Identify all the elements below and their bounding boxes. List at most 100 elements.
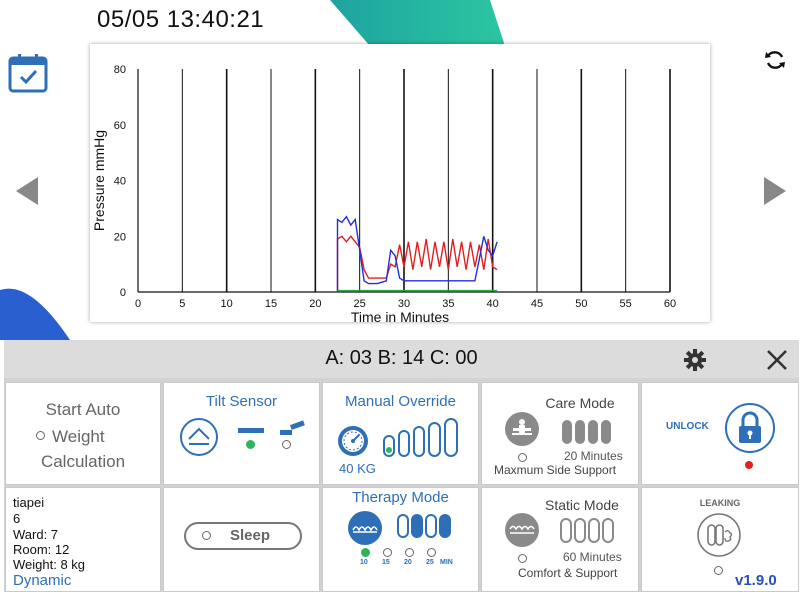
unlock-panel[interactable]: UNLOCK [641, 382, 799, 485]
therapy-20-radio[interactable] [405, 548, 414, 557]
static-mode-title: Static Mode [545, 497, 619, 513]
refresh-icon[interactable] [763, 48, 787, 72]
x-tick-label: 40 [487, 298, 499, 310]
patient-info-panel: tiapei 6 Ward: 7 Room: 12 Weight: 8 kg D… [5, 487, 161, 592]
tilt-angle-radio[interactable] [282, 440, 291, 449]
lock-status-indicator [745, 461, 753, 469]
static-cell [588, 518, 600, 543]
care-person-icon [505, 412, 539, 446]
therapy-option-20: 20 [404, 559, 412, 566]
therapy-cell-3 [425, 514, 437, 538]
static-duration: 60 Minutes [563, 550, 622, 564]
x-tick-label: 0 [135, 298, 141, 310]
static-cell [574, 518, 586, 543]
weight-calc-radio[interactable] [36, 431, 45, 440]
x-tick-label: 25 [354, 298, 366, 310]
pressure-level-1[interactable] [383, 435, 395, 457]
static-mattress-icon [505, 513, 539, 547]
care-cell [588, 420, 598, 444]
pressure-level-5[interactable] [444, 418, 458, 457]
therapy-option-25: 25 [426, 559, 434, 566]
therapy-option-15: 15 [382, 559, 390, 566]
lock-icon[interactable] [724, 402, 776, 454]
care-mode-panel[interactable]: Care Mode 20 Minutes Maxmum Side Support [481, 382, 639, 485]
unlock-label: UNLOCK [666, 421, 709, 432]
y-tick-label: 80 [114, 64, 126, 76]
therapy-mode-title: Therapy Mode [352, 489, 449, 506]
static-cell [560, 518, 572, 543]
abc-counts: A: 03 B: 14 C: 00 [325, 347, 478, 369]
y-tick-label: 40 [114, 176, 126, 188]
gear-icon[interactable] [683, 348, 707, 372]
leaking-panel[interactable]: LEAKING v1.9.0 [641, 487, 799, 592]
care-mode-radio[interactable] [518, 453, 527, 462]
manual-override-title: Manual Override [345, 393, 456, 410]
therapy-option-10: 10 [360, 559, 368, 566]
weight-label: Weight [52, 427, 105, 446]
sleep-radio[interactable] [202, 531, 211, 540]
static-description: Comfort & Support [518, 566, 618, 580]
calendar-icon[interactable] [8, 53, 48, 93]
therapy-mode-panel[interactable]: Therapy Mode 10 15 20 25 MIN [322, 487, 479, 592]
x-tick-label: 35 [442, 298, 454, 310]
sleep-label: Sleep [230, 527, 271, 544]
therapy-cell-2 [411, 514, 423, 538]
y-tick-label: 60 [114, 120, 126, 132]
leak-detection-icon[interactable] [696, 512, 742, 558]
care-mode-title: Care Mode [545, 395, 615, 411]
close-icon[interactable] [765, 348, 789, 372]
calculation-label: Calculation [40, 452, 126, 471]
patient-name: tiapei [13, 495, 45, 510]
manual-override-panel[interactable]: Manual Override 40 KG [322, 382, 479, 485]
therapy-cell-1 [397, 514, 409, 538]
therapy-25-radio[interactable] [427, 548, 436, 557]
care-duration: 20 Minutes [564, 449, 623, 463]
pressure-chart-svg: 0 5 10 15 20 25 30 35 40 45 50 55 60 0 20 40 60 80 Time in… [91, 64, 676, 322]
decorative-blue-shape [0, 288, 70, 340]
static-mode-panel[interactable]: Static Mode 60 Minutes Comfort & Support [481, 487, 639, 592]
y-tick-label: 20 [114, 231, 126, 243]
leaking-radio[interactable] [714, 566, 723, 575]
care-cell [562, 420, 572, 444]
series-line-2 [336, 215, 498, 292]
therapy-15-radio[interactable] [383, 548, 392, 557]
tilt-up-icon[interactable] [178, 416, 220, 458]
patient-id: 6 [13, 511, 21, 526]
therapy-10-radio[interactable] [361, 548, 370, 557]
x-tick-label: 5 [179, 298, 185, 310]
y-axis-label: Pressure mmHg [91, 130, 107, 231]
pressure-level-4[interactable] [428, 422, 441, 457]
tilt-position-icons [238, 420, 305, 435]
x-tick-label: 50 [575, 298, 587, 310]
decorative-teal-shape [330, 0, 505, 46]
date-time: 05/05 13:40:21 [97, 6, 265, 33]
care-cell [601, 420, 611, 444]
x-tick-label: 60 [664, 298, 676, 310]
current-mode: Dynamic [13, 572, 72, 589]
therapy-unit: MIN [440, 559, 453, 566]
static-mode-radio[interactable] [518, 554, 527, 563]
start-auto-weight-panel[interactable]: Start Auto Weight Calculation [5, 382, 161, 485]
care-cell [575, 420, 585, 444]
therapy-cell-4 [439, 514, 451, 538]
sleep-button[interactable]: Sleep [184, 522, 302, 550]
care-description: Maxmum Side Support [494, 463, 617, 477]
patient-room: Room: 12 [13, 542, 70, 557]
start-auto-label: Start Auto [45, 400, 121, 419]
tilt-sensor-panel[interactable]: Tilt Sensor [163, 382, 320, 485]
previous-arrow-icon[interactable] [14, 175, 40, 207]
patient-ward: Ward: 7 [13, 527, 59, 542]
x-tick-label: 20 [309, 298, 321, 310]
x-tick-label: 55 [620, 298, 632, 310]
leaking-label: LEAKING [699, 498, 741, 508]
sleep-panel[interactable]: Sleep [163, 487, 320, 592]
next-arrow-icon[interactable] [762, 175, 788, 207]
x-tick-label: 30 [398, 298, 410, 310]
pressure-level-3[interactable] [413, 426, 425, 457]
x-tick-label: 10 [221, 298, 233, 310]
y-tick-label: 0 [120, 287, 126, 299]
x-axis-label: Time in Minutes [351, 309, 449, 322]
tilt-flat-radio[interactable] [246, 440, 255, 449]
pressure-level-2[interactable] [398, 430, 410, 457]
therapy-wave-icon [348, 511, 382, 545]
